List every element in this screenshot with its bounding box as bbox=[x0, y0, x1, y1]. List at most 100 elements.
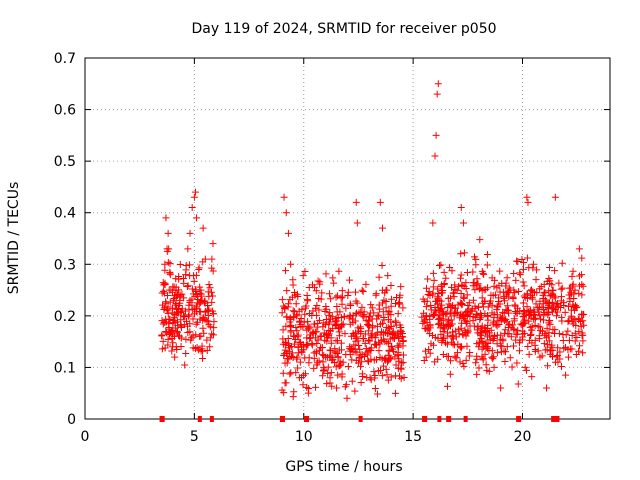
data-point bbox=[364, 327, 372, 335]
data-point bbox=[473, 311, 481, 319]
data-point bbox=[347, 346, 355, 354]
data-point bbox=[295, 338, 303, 346]
data-point bbox=[379, 224, 386, 232]
data-point bbox=[392, 317, 400, 325]
data-point bbox=[490, 353, 498, 361]
data-point bbox=[175, 272, 183, 280]
data-point bbox=[482, 361, 490, 369]
data-point bbox=[374, 311, 382, 319]
data-point bbox=[291, 291, 299, 299]
data-point bbox=[436, 324, 444, 332]
data-point bbox=[304, 322, 312, 330]
data-point bbox=[432, 308, 440, 316]
data-point bbox=[356, 353, 364, 361]
data-point bbox=[201, 255, 209, 263]
data-point bbox=[568, 272, 576, 280]
data-point bbox=[427, 306, 435, 314]
data-point bbox=[380, 296, 388, 304]
data-point bbox=[483, 261, 491, 269]
data-point bbox=[338, 300, 346, 308]
data-point bbox=[535, 308, 543, 316]
data-point bbox=[352, 288, 360, 296]
data-point bbox=[206, 284, 214, 292]
data-point bbox=[295, 349, 303, 357]
data-point bbox=[575, 347, 583, 355]
data-point bbox=[399, 351, 407, 359]
data-point bbox=[457, 289, 465, 297]
data-point bbox=[371, 371, 379, 379]
data-point bbox=[362, 280, 370, 288]
data-point bbox=[317, 332, 325, 340]
data-point bbox=[426, 291, 434, 299]
data-point bbox=[457, 274, 465, 282]
data-point bbox=[301, 310, 309, 318]
data-point bbox=[552, 312, 560, 320]
data-point bbox=[575, 289, 583, 297]
data-point bbox=[177, 307, 185, 315]
y-tick-label: 0.1 bbox=[54, 360, 76, 376]
data-point bbox=[472, 359, 480, 367]
data-point bbox=[349, 329, 357, 337]
data-point bbox=[458, 300, 466, 308]
data-point bbox=[359, 335, 367, 343]
data-point bbox=[516, 339, 524, 347]
data-point bbox=[300, 343, 308, 351]
data-point bbox=[531, 311, 539, 319]
data-point bbox=[551, 329, 559, 337]
data-point bbox=[332, 337, 340, 345]
data-point bbox=[366, 337, 374, 345]
data-point bbox=[197, 286, 205, 294]
data-point bbox=[368, 304, 376, 312]
data-point bbox=[359, 288, 367, 296]
data-point bbox=[359, 312, 367, 320]
data-point bbox=[302, 304, 310, 312]
data-point bbox=[483, 251, 491, 259]
data-point bbox=[168, 335, 176, 343]
data-point bbox=[161, 344, 169, 352]
data-point bbox=[180, 294, 188, 302]
data-point bbox=[539, 291, 547, 299]
data-point bbox=[496, 313, 504, 321]
y-tick-label: 0.2 bbox=[54, 309, 76, 325]
data-point bbox=[509, 295, 517, 303]
y-tick-label: 0.3 bbox=[54, 257, 76, 273]
data-point bbox=[283, 355, 291, 363]
data-point bbox=[348, 356, 356, 364]
data-point bbox=[301, 268, 309, 276]
data-point bbox=[552, 301, 560, 309]
data-point bbox=[395, 335, 403, 343]
data-point bbox=[296, 358, 304, 366]
data-point bbox=[378, 355, 386, 363]
data-point bbox=[326, 346, 334, 354]
data-point bbox=[346, 276, 354, 284]
baseline-marker bbox=[209, 416, 214, 422]
data-point bbox=[501, 358, 509, 366]
data-point bbox=[349, 312, 357, 320]
data-point bbox=[519, 265, 527, 273]
data-point bbox=[531, 322, 539, 330]
data-point bbox=[358, 303, 366, 311]
data-point bbox=[451, 281, 459, 289]
data-point bbox=[351, 387, 359, 395]
data-point bbox=[510, 317, 518, 325]
data-point bbox=[578, 291, 586, 299]
data-point bbox=[528, 293, 536, 301]
data-point bbox=[473, 370, 481, 378]
baseline-marker bbox=[552, 416, 557, 422]
data-point bbox=[475, 303, 483, 311]
data-point bbox=[176, 332, 184, 340]
data-point bbox=[431, 152, 439, 160]
baseline-marker bbox=[197, 416, 202, 422]
data-point bbox=[460, 249, 468, 257]
data-point bbox=[480, 270, 488, 278]
data-point bbox=[171, 353, 179, 361]
data-point bbox=[579, 349, 587, 357]
data-point bbox=[382, 329, 390, 337]
data-point bbox=[332, 317, 340, 325]
data-point bbox=[279, 326, 287, 334]
data-point bbox=[541, 346, 549, 354]
data-point bbox=[293, 327, 301, 335]
data-point bbox=[533, 266, 541, 274]
data-point bbox=[501, 326, 509, 334]
data-point bbox=[378, 336, 386, 344]
